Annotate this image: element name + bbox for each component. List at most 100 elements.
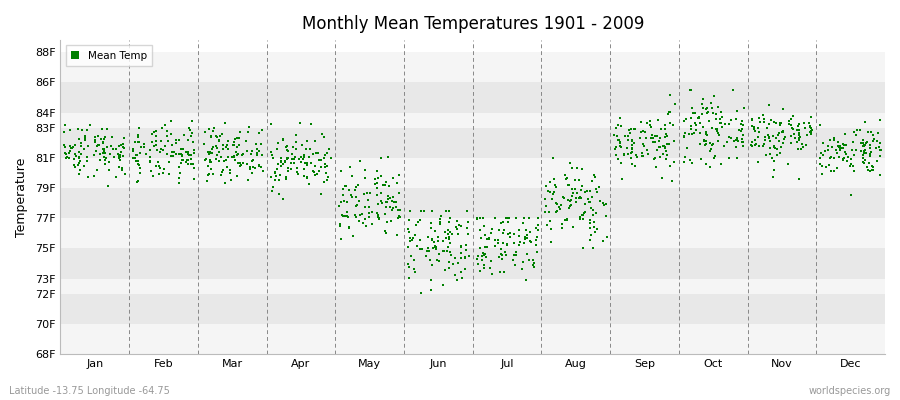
Point [278, 158, 293, 164]
Point [547, 176, 562, 182]
Point [826, 168, 841, 174]
Point [176, 145, 191, 152]
Point [215, 168, 230, 175]
Point [286, 160, 301, 166]
Point [232, 128, 247, 135]
Point [172, 136, 186, 143]
Point [587, 219, 601, 226]
Point [666, 122, 680, 129]
Point [304, 121, 319, 127]
Point [730, 136, 744, 143]
Point [652, 154, 667, 160]
Point [705, 124, 719, 131]
Point [815, 152, 830, 158]
Point [214, 172, 229, 178]
Point [867, 136, 881, 143]
Point [827, 135, 842, 141]
Point [209, 156, 223, 162]
Point [586, 206, 600, 213]
Point [230, 152, 244, 158]
Point [148, 133, 163, 139]
Point [872, 172, 886, 178]
Point [496, 219, 510, 225]
Point [576, 245, 590, 252]
Point [590, 189, 604, 195]
Point [799, 132, 814, 138]
Point [458, 254, 473, 260]
Point [148, 142, 163, 148]
Point [638, 129, 652, 136]
Text: worldspecies.org: worldspecies.org [809, 386, 891, 396]
Point [653, 126, 668, 132]
Point [785, 125, 799, 131]
Point [849, 132, 863, 138]
Point [438, 208, 453, 214]
Point [371, 214, 385, 220]
Point [705, 105, 719, 112]
Point [205, 171, 220, 177]
Point [758, 136, 772, 143]
Point [688, 120, 702, 126]
Point [402, 264, 417, 270]
Point [87, 138, 102, 145]
Point [348, 187, 363, 193]
Point [145, 131, 159, 138]
Point [438, 234, 453, 241]
Point [530, 215, 544, 222]
Point [477, 265, 491, 272]
Point [481, 236, 495, 243]
Point [63, 148, 77, 154]
Point [584, 205, 598, 211]
Point [610, 137, 625, 143]
Point [99, 155, 113, 162]
Point [370, 192, 384, 198]
Point [545, 196, 560, 202]
Point [131, 139, 146, 146]
Point [478, 232, 492, 239]
Point [303, 146, 318, 152]
Point [308, 163, 322, 169]
Point [506, 257, 520, 264]
Point [269, 146, 284, 152]
Point [626, 137, 640, 143]
Point [87, 152, 102, 158]
Point [512, 242, 526, 248]
Bar [60, 248, 885, 279]
Point [286, 144, 301, 150]
Point [274, 159, 288, 165]
Point [543, 218, 557, 224]
Point [625, 145, 639, 151]
Point [268, 173, 283, 179]
Legend: Mean Temp: Mean Temp [66, 45, 152, 66]
Point [745, 143, 760, 149]
Point [299, 160, 313, 166]
Point [333, 223, 347, 229]
Bar [60, 158, 885, 188]
Point [244, 151, 258, 157]
Point [658, 126, 672, 132]
Point [503, 230, 517, 236]
Point [356, 219, 371, 226]
Point [564, 193, 579, 199]
Point [544, 238, 558, 245]
Point [234, 162, 248, 168]
Point [788, 134, 802, 141]
Point [823, 136, 837, 143]
Point [711, 138, 725, 144]
Point [217, 158, 231, 164]
Point [522, 215, 536, 222]
Point [508, 240, 522, 246]
Point [524, 239, 538, 245]
Point [370, 168, 384, 174]
Point [821, 143, 835, 149]
Point [157, 166, 171, 172]
Point [180, 156, 194, 163]
Point [300, 174, 314, 181]
Point [225, 153, 239, 160]
Point [775, 129, 789, 136]
Bar [60, 128, 885, 158]
Point [401, 216, 416, 223]
Point [472, 252, 486, 259]
Point [579, 200, 593, 207]
Point [752, 129, 766, 136]
